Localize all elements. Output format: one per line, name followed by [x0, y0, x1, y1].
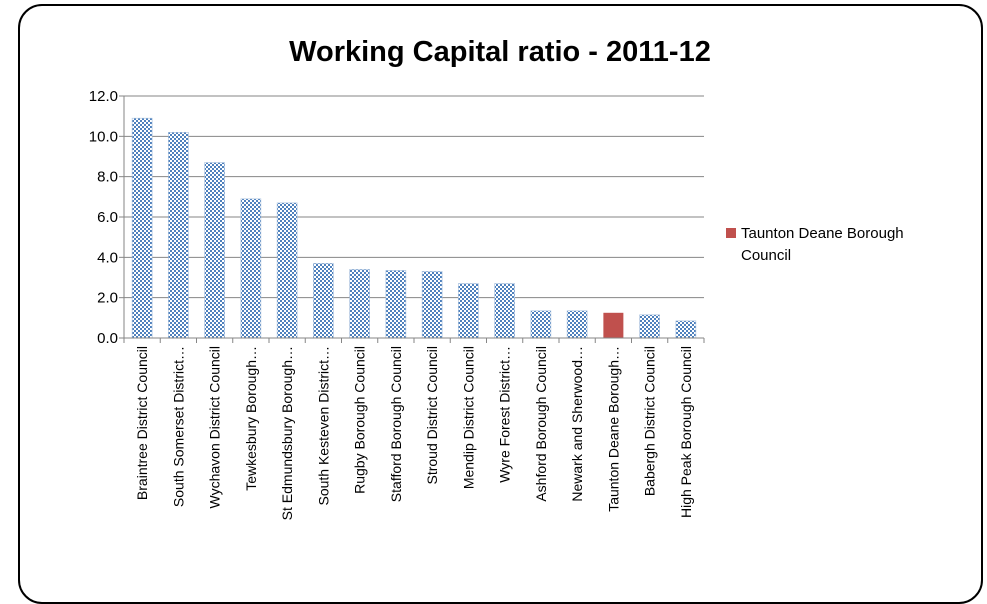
legend: Taunton Deane Borough Council [726, 225, 904, 264]
x-tick-label: South Somerset District… [170, 346, 186, 507]
y-tick-label: 8.0 [97, 169, 118, 186]
x-tick-label: Wychavon District Council [207, 346, 223, 508]
bar [168, 132, 189, 339]
x-tick-label: Ashford Borough Council [533, 346, 549, 502]
y-tick-label: 0.0 [97, 330, 118, 347]
x-tick-label: High Peak Borough Council [678, 346, 694, 518]
x-tick-label: Wyre Forest District… [497, 346, 513, 483]
x-tick-label: Taunton Deane Borough… [605, 346, 621, 512]
chart-title: Working Capital ratio - 2011-12 [289, 36, 711, 68]
chart: Working Capital ratio - 2011-12 0.0 2.0 4.… [89, 36, 904, 520]
bar [421, 271, 443, 339]
x-tick-label: Mendip District Council [460, 346, 476, 489]
bars [131, 117, 697, 339]
bar [276, 202, 298, 339]
bar [603, 312, 624, 338]
y-tick-label: 6.0 [97, 209, 118, 226]
bar [530, 310, 552, 339]
x-tick-label: Stafford Borough Council [388, 346, 404, 502]
bar [131, 117, 153, 339]
bar [385, 270, 407, 339]
y-tick-label: 12.0 [89, 88, 118, 105]
y-tick-label: 10.0 [89, 128, 118, 145]
bar [458, 283, 479, 339]
bar [240, 198, 262, 339]
y-axis-ticks: 0.0 2.0 4.0 6.0 8.0 10.0 12.0 [89, 88, 118, 347]
x-tick-label: Babergh District Council [642, 346, 658, 496]
legend-label: Council [741, 247, 791, 264]
x-tick-label: Tewkesbury Borough… [243, 346, 259, 491]
y-tick-label: 4.0 [97, 249, 118, 266]
bar [639, 314, 660, 339]
x-axis-ticks: Braintree District Council South Somerset… [134, 346, 694, 520]
legend-label: Taunton Deane Borough [741, 225, 904, 242]
bar [566, 310, 588, 339]
x-tick-label: St Edmundsbury Borough… [279, 346, 295, 520]
x-tick-label: Rugby Borough Council [352, 346, 368, 494]
x-tick-label: Stroud District Council [424, 346, 440, 485]
x-tick-label: South Kesteven District… [315, 346, 331, 506]
bar [675, 320, 697, 339]
axes [119, 95, 705, 343]
bar [313, 263, 334, 339]
bar [204, 162, 225, 339]
x-tick-label: Braintree District Council [134, 346, 150, 500]
bar [349, 269, 370, 339]
y-tick-label: 2.0 [97, 290, 118, 307]
legend-swatch [726, 228, 736, 238]
bar [494, 283, 515, 339]
x-tick-label: Newark and Sherwood… [569, 346, 585, 502]
